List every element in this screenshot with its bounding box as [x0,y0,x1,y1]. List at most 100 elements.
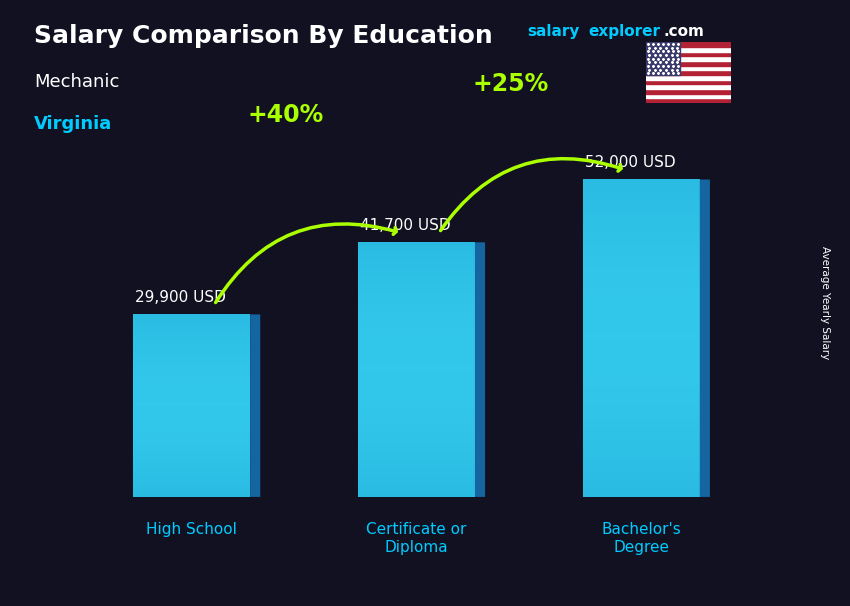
Bar [358,478,475,481]
Bar [133,412,250,415]
Bar [583,270,700,275]
Bar [358,449,475,452]
Bar [133,485,250,488]
Bar [583,398,700,402]
Bar [358,452,475,456]
Bar [583,421,700,425]
Bar [358,484,475,487]
Bar [583,282,700,287]
Bar [133,337,250,339]
Bar [358,388,475,392]
Bar [646,98,731,103]
Bar [583,334,700,338]
Bar [583,187,700,191]
Bar [133,421,250,424]
Bar [133,442,250,444]
Bar [133,355,250,358]
Bar [358,338,475,341]
Bar [583,354,700,358]
Bar [133,376,250,378]
Bar [358,490,475,494]
Bar [583,425,700,430]
Bar [358,398,475,401]
Bar [133,431,250,433]
Bar [133,483,250,485]
Bar [358,427,475,430]
Bar [133,369,250,371]
Bar [646,75,731,80]
Bar [358,366,475,370]
Bar [133,335,250,337]
Bar [583,310,700,315]
Bar [583,183,700,187]
Bar [358,341,475,344]
Bar [133,315,250,317]
Text: Mechanic: Mechanic [34,73,119,91]
Bar [583,235,700,239]
Bar [133,394,250,396]
Bar [133,410,250,413]
Bar [646,70,731,75]
Bar [133,396,250,399]
Bar [583,275,700,279]
Bar [646,65,731,70]
Bar [133,415,250,417]
Text: Bachelor's
Degree: Bachelor's Degree [602,522,681,554]
Bar [583,373,700,378]
Bar [583,346,700,350]
Bar [133,490,250,492]
Bar [358,302,475,306]
Bar [583,485,700,489]
Bar [133,321,250,324]
Bar [133,316,250,319]
Bar [358,274,475,278]
Bar [358,455,475,459]
Bar [133,387,250,390]
Bar [133,433,250,435]
Bar [358,331,475,335]
Bar [358,433,475,436]
Bar [358,471,475,474]
Bar [133,405,250,408]
Bar [133,344,250,347]
Bar [133,385,250,387]
Bar [646,42,680,75]
Bar [358,290,475,293]
Bar [133,346,250,348]
Bar [133,330,250,333]
Bar [358,404,475,408]
Bar [358,373,475,376]
Bar [646,42,731,47]
Bar [583,239,700,243]
Bar [358,271,475,274]
Bar [133,435,250,438]
Bar [583,322,700,326]
Bar [583,477,700,481]
Bar [583,342,700,346]
Bar [583,223,700,227]
Bar [583,365,700,370]
Bar [583,461,700,465]
Bar [583,302,700,307]
Bar [133,381,250,383]
Bar [583,418,700,422]
Bar [583,378,700,382]
Bar [133,325,250,328]
Bar [358,328,475,331]
Bar [583,227,700,231]
Bar [358,360,475,363]
Bar [646,52,731,56]
Bar [358,395,475,398]
Bar [133,373,250,376]
Bar [583,390,700,394]
Bar [133,458,250,461]
Text: High School: High School [146,522,237,538]
Bar [133,471,250,474]
Bar [358,248,475,252]
Bar [583,199,700,203]
Bar [646,61,731,65]
Bar [646,80,731,84]
Bar [358,462,475,465]
Bar [583,393,700,398]
Bar [133,328,250,330]
